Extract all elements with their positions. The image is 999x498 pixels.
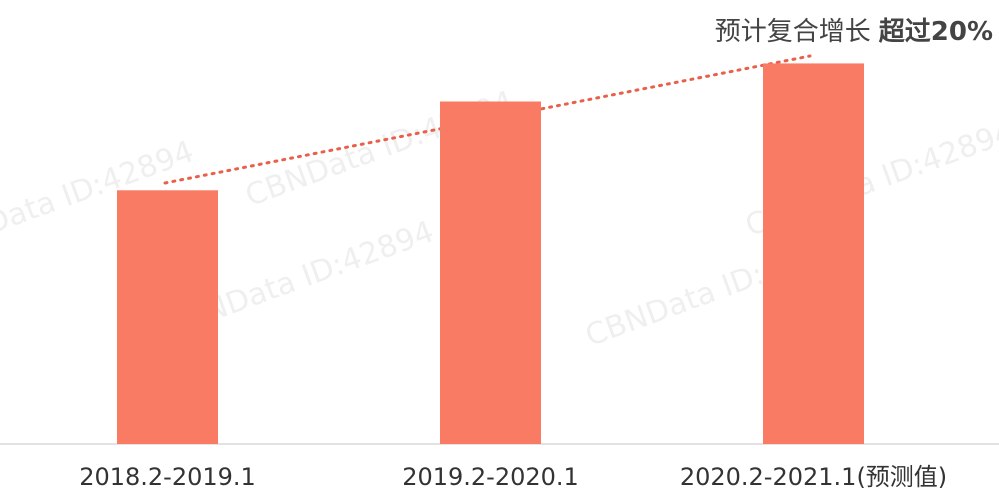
annotation-emphasis: 超过20% [879,17,993,47]
annotation-text: 预计复合增长 [715,17,871,47]
bar [440,101,541,444]
x-tick-label: 2018.2-2019.1 [79,463,256,491]
bar [117,190,218,444]
annotation: 预计复合增长 超过20% [715,17,993,47]
x-tick-label: 2019.2-2020.1 [402,463,579,491]
x-tick-label: 2020.2-2021.1(预测值) [680,463,947,491]
bar [763,63,864,445]
